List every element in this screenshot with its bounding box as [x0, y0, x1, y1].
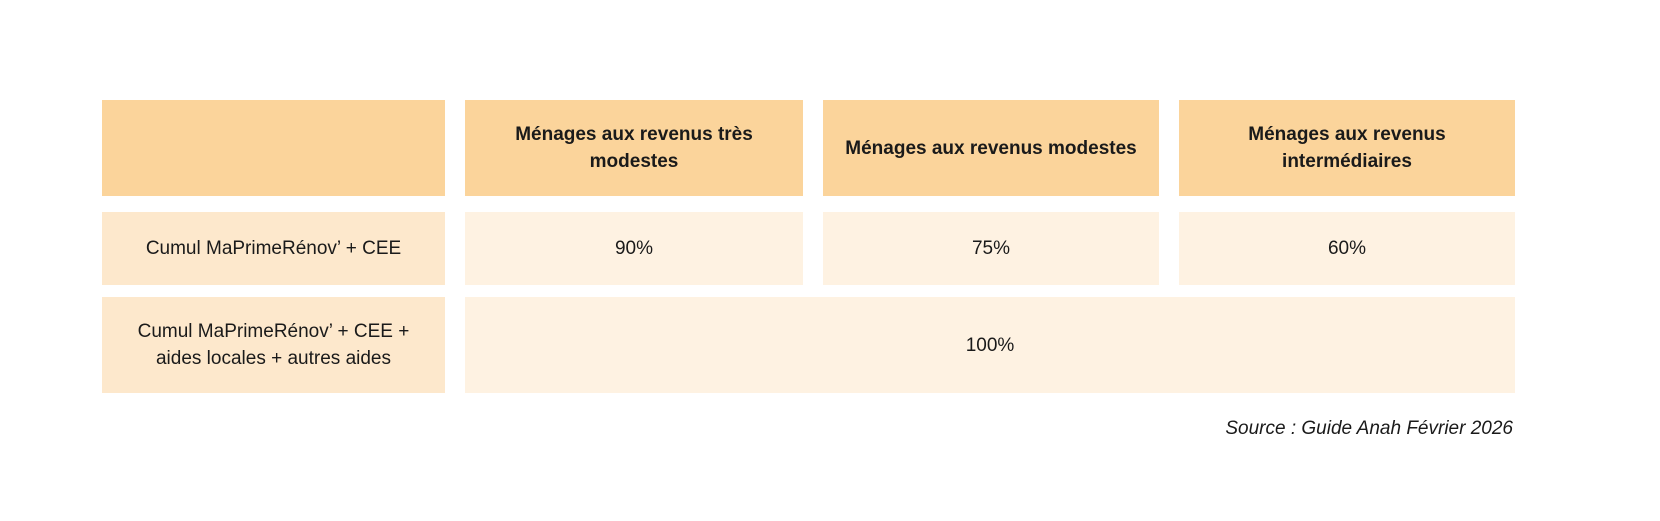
value-cell-modestes: 75%: [823, 212, 1159, 285]
value-cell-intermediaires: 60%: [1179, 212, 1515, 285]
value-cell-tres-modestes: 90%: [465, 212, 803, 285]
header-cell-intermediaires: Ménages aux revenus intermédiaires: [1179, 100, 1515, 196]
value-cell-merged-100: 100%: [465, 297, 1515, 393]
row-label-cumul-cee: Cumul MaPrimeRénov’ + CEE: [102, 212, 445, 285]
aid-rates-table: Ménages aux revenus très modestes Ménage…: [102, 100, 1515, 393]
header-cell-empty: [102, 100, 445, 196]
table-grid: Ménages aux revenus très modestes Ménage…: [102, 100, 1515, 393]
header-cell-modestes: Ménages aux revenus modestes: [823, 100, 1159, 196]
header-cell-tres-modestes: Ménages aux revenus très modestes: [465, 100, 803, 196]
source-caption: Source : Guide Anah Février 2026: [1225, 418, 1513, 439]
row-label-cumul-cee-aides-locales: Cumul MaPrimeRénov’ + CEE + aides locale…: [102, 297, 445, 393]
